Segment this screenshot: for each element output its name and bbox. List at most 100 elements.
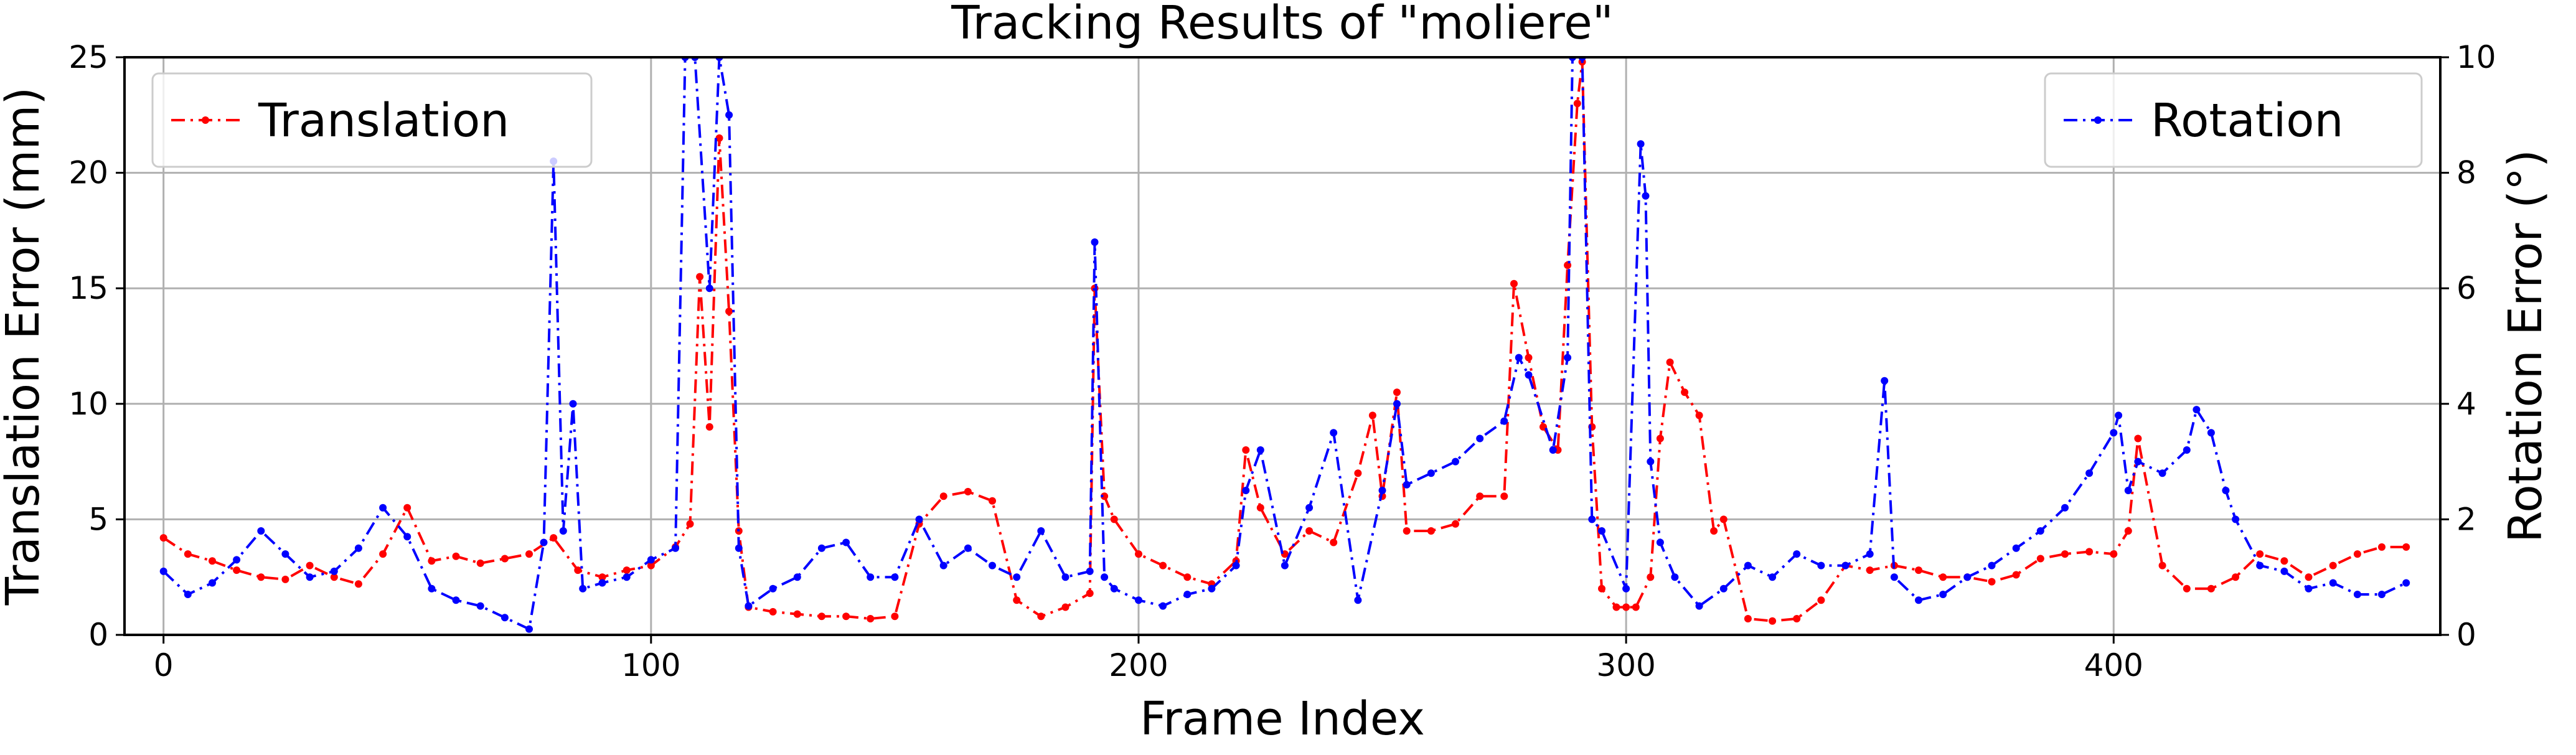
legend-rotation: Rotation: [2044, 72, 2423, 168]
data-point-rotation: [964, 544, 972, 552]
data-point-rotation: [2061, 504, 2069, 512]
data-point-translation: [1647, 573, 1655, 581]
data-point-translation: [159, 534, 167, 542]
data-point-rotation: [540, 538, 548, 546]
data-point-translation: [1135, 550, 1142, 558]
data-point-rotation: [1256, 446, 1264, 454]
data-point-translation: [1159, 561, 1167, 570]
data-point-rotation: [1354, 596, 1362, 604]
data-point-translation: [1666, 359, 1674, 366]
data-point-translation: [2207, 584, 2215, 593]
data-point-translation: [1013, 596, 1021, 604]
data-point-rotation: [1403, 481, 1411, 489]
data-point-translation: [1915, 566, 1922, 574]
tick-layer: 0 100 200 300 400 0 5 10 15 20 25 0 2 4 6 8 10: [68, 39, 2496, 683]
data-point-rotation: [1671, 573, 1679, 581]
data-point-rotation: [1564, 354, 1572, 362]
data-point-translation: [1612, 603, 1620, 611]
data-point-rotation: [623, 573, 631, 581]
data-point-translation: [1598, 584, 1605, 593]
data-point-rotation: [2378, 591, 2386, 598]
plot-frame: [123, 56, 2442, 636]
data-point-rotation: [569, 400, 577, 408]
data-point-translation: [306, 561, 314, 570]
data-point-translation: [1939, 573, 1947, 581]
data-point-rotation: [1013, 573, 1021, 581]
y-axis-label-right: Rotation Error (°): [2499, 149, 2552, 543]
data-point-rotation: [1769, 573, 1777, 581]
legend-label-rotation: Rotation: [2151, 94, 2343, 148]
data-point-rotation: [1622, 584, 1630, 593]
y-tick-label: 20: [68, 155, 108, 191]
data-point-translation: [1510, 279, 1518, 288]
data-point-rotation: [2124, 487, 2132, 494]
data-point-translation: [209, 557, 216, 565]
data-point-translation: [1573, 100, 1581, 108]
data-point-rotation: [1598, 527, 1605, 535]
data-point-rotation: [2036, 527, 2044, 535]
data-point-translation: [842, 612, 850, 621]
data-point-rotation: [1744, 561, 1752, 570]
data-point-rotation: [842, 538, 850, 546]
data-point-translation: [1719, 515, 1728, 523]
legend-box: [2044, 72, 2423, 168]
y-tick-label: 5: [88, 501, 108, 537]
data-point-rotation: [1378, 487, 1386, 494]
data-point-rotation: [579, 584, 587, 593]
data-point-rotation: [793, 573, 801, 581]
data-point-translation: [428, 557, 436, 565]
data-point-translation: [1817, 596, 1825, 604]
data-point-rotation: [209, 579, 216, 587]
data-point-translation: [1110, 515, 1118, 523]
data-point-translation: [2232, 573, 2240, 581]
y-axis-label-left: Translation Error (mm): [0, 87, 50, 606]
data-point-translation: [1632, 603, 1640, 611]
data-point-rotation: [2280, 567, 2288, 575]
data-point-translation: [184, 550, 192, 558]
data-point-rotation: [1110, 584, 1118, 593]
data-point-translation: [476, 559, 484, 567]
data-point-translation: [2036, 555, 2044, 563]
y-tick-label: 0: [88, 617, 108, 653]
data-point-rotation: [159, 567, 167, 575]
data-point-rotation: [559, 527, 567, 535]
data-point-translation: [2378, 543, 2386, 551]
y-right-tick-label: 8: [2456, 155, 2476, 191]
data-point-translation: [1452, 520, 1459, 528]
data-point-rotation: [1915, 596, 1922, 604]
data-point-translation: [1061, 603, 1069, 611]
x-tick-label: 300: [1596, 647, 1655, 683]
legend-box: [151, 72, 593, 168]
data-point-translation: [2402, 543, 2410, 551]
data-point-translation: [1427, 527, 1435, 535]
data-point-rotation: [1642, 192, 1650, 200]
data-point-translation: [2280, 557, 2288, 565]
data-point-rotation: [1637, 140, 1645, 148]
data-point-rotation: [1719, 584, 1728, 593]
data-point-rotation: [769, 584, 777, 593]
data-point-rotation: [2134, 457, 2142, 466]
data-point-rotation: [2183, 446, 2191, 454]
data-point-rotation: [306, 573, 314, 581]
data-point-rotation: [2353, 591, 2361, 598]
data-point-translation: [1525, 354, 1533, 362]
y-right-tick-label: 4: [2456, 386, 2476, 422]
data-point-rotation: [1476, 434, 1484, 443]
data-point-rotation: [1101, 573, 1109, 581]
data-point-rotation: [735, 544, 743, 552]
data-point-rotation: [2012, 544, 2020, 552]
data-point-translation: [2110, 550, 2118, 558]
data-point-translation: [705, 423, 713, 431]
data-point-rotation: [1841, 561, 1850, 570]
data-point-translation: [354, 580, 362, 588]
data-point-translation: [793, 610, 801, 618]
data-point-translation: [233, 566, 241, 574]
data-point-translation: [281, 575, 289, 583]
x-tick-label: 200: [1109, 647, 1168, 683]
data-point-translation: [1183, 573, 1192, 581]
data-point-translation: [2134, 434, 2142, 443]
data-point-rotation: [1525, 371, 1533, 379]
data-point-rotation: [1647, 457, 1655, 466]
data-point-rotation: [1159, 602, 1167, 610]
data-point-translation: [2158, 561, 2166, 570]
